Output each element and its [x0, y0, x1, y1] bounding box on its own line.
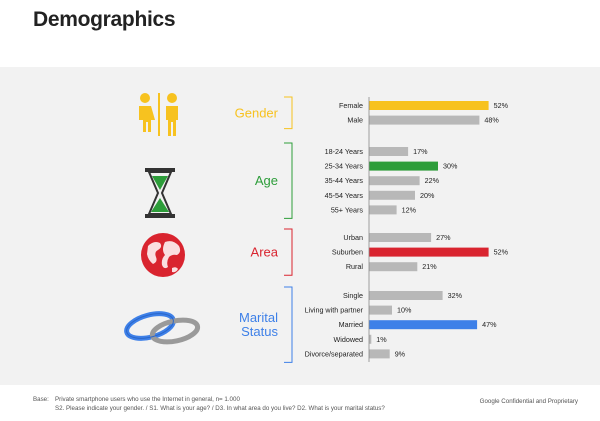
value-label: 12%: [402, 205, 417, 214]
value-label: 10%: [397, 306, 412, 315]
section-label: Age: [255, 173, 278, 188]
value-label: 9%: [395, 349, 406, 358]
bar: [369, 101, 489, 110]
value-label: 20%: [420, 191, 435, 200]
bar: [369, 305, 392, 315]
page-title: Demographics: [33, 8, 176, 31]
bar: [369, 334, 372, 344]
bar: [369, 190, 415, 200]
category-label: 18-24 Years: [325, 147, 364, 156]
footnote-line-1: Private smartphone users who use the Int…: [55, 396, 240, 403]
section-label: Area: [251, 245, 279, 260]
bar: [369, 161, 438, 171]
bar: [369, 205, 397, 215]
value-label: 22%: [425, 176, 440, 185]
man-woman-icon: [139, 93, 178, 136]
bar: [369, 320, 478, 330]
bar: [369, 147, 409, 156]
section-bracket: [284, 228, 293, 276]
section-bracket: [284, 142, 293, 219]
category-label: Urban: [343, 233, 363, 242]
bar: [369, 247, 489, 257]
category-label: Rural: [346, 262, 364, 271]
value-label: 32%: [448, 291, 463, 300]
bar: [369, 291, 443, 300]
category-label: Suburben: [332, 248, 363, 257]
category-label: Divorce/separated: [305, 349, 363, 358]
section-label: Marital: [239, 310, 278, 325]
category-label: Living with partner: [305, 306, 364, 315]
footnote-line-2: S2. Please indicate your gender. / S1. W…: [55, 404, 385, 412]
category-label: Female: [339, 101, 363, 110]
section-0: Gender Female 52% Male 48%: [235, 96, 509, 130]
bar: [369, 233, 432, 242]
value-label: 47%: [482, 320, 497, 329]
chart-panel: [0, 67, 600, 385]
category-label: Male: [347, 116, 363, 125]
category-label: 25-34 Years: [325, 162, 364, 171]
category-label: 35-44 Years: [325, 176, 364, 185]
section-label: Gender: [235, 105, 279, 120]
section-bracket: [284, 286, 293, 363]
footnote-label: Base:: [33, 396, 49, 403]
globe-icon: [141, 233, 185, 277]
value-label: 27%: [436, 233, 451, 242]
section-2: Area Urban 27% Suburben 52% Rural 21%: [251, 228, 509, 276]
value-label: 52%: [494, 248, 509, 257]
confidential-note: Google Confidential and Proprietary: [479, 398, 578, 405]
value-label: 30%: [443, 162, 458, 171]
section-label: Status: [241, 324, 278, 339]
bar: [369, 176, 420, 186]
category-label: Widowed: [333, 335, 363, 344]
section-bracket: [284, 96, 293, 130]
value-label: 21%: [422, 262, 437, 271]
value-label: 48%: [484, 116, 499, 125]
hourglass-icon: [145, 168, 175, 218]
value-label: 1%: [376, 335, 387, 344]
section-1: Age 18-24 Years 17% 25-34 Years 30% 35-44 Yea…: [255, 142, 458, 219]
bar: [369, 262, 418, 272]
category-label: Married: [339, 320, 363, 329]
value-label: 17%: [413, 147, 428, 156]
bar: [369, 115, 480, 125]
value-label: 52%: [494, 101, 509, 110]
wedding-rings-icon: [124, 311, 201, 345]
category-label: 55+ Years: [331, 205, 364, 214]
category-label: 45-54 Years: [325, 191, 364, 200]
bar: [369, 349, 390, 359]
category-label: Single: [343, 291, 363, 300]
footnote: Base: Private smartphone users who use th…: [33, 396, 385, 413]
